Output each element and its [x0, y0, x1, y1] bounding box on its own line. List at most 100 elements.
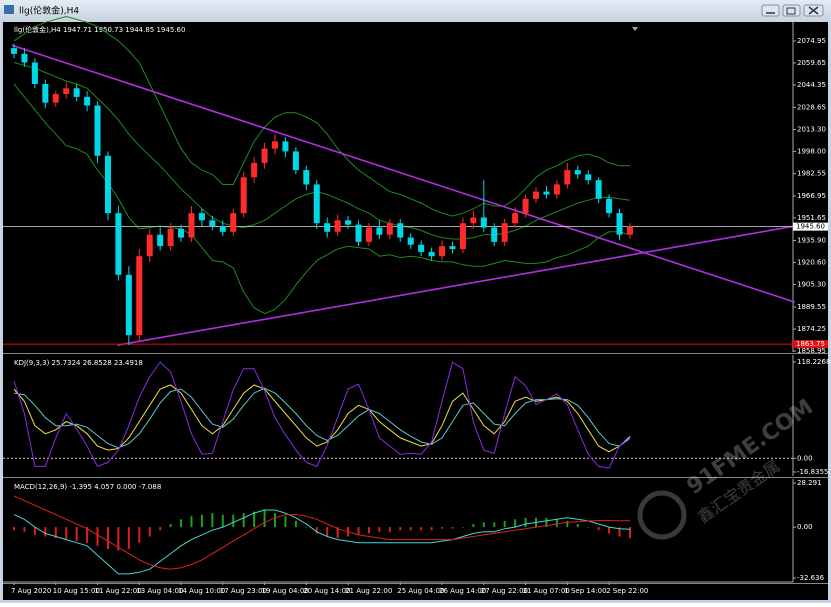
candle-body [21, 53, 28, 63]
y-tick-label: 1998.00 [797, 147, 826, 155]
y-tick-label: 1874.25 [797, 325, 826, 333]
candle-body [355, 224, 362, 242]
candle-body [428, 251, 435, 257]
histogram-bar [117, 527, 120, 551]
candle-body [564, 170, 571, 185]
candle-body [386, 223, 393, 235]
histogram-bar [263, 509, 266, 528]
x-tick-label: 20 Aug 14:00 [303, 587, 350, 595]
y-tick-label: -32.636 [797, 574, 825, 582]
candle-body [230, 213, 237, 232]
x-tick-label: 2 Sep 22:00 [606, 587, 648, 595]
histogram-bar [587, 527, 590, 528]
x-tick-label: 11 Aug 22:00 [95, 587, 142, 595]
x-tick-label: 13 Aug 04:00 [136, 587, 183, 595]
y-tick-label: -16.8355 [797, 468, 828, 476]
candle-body [533, 191, 539, 199]
x-tick-label: 25 Aug 04:00 [397, 587, 444, 595]
y-tick-label: 1982.55 [797, 170, 826, 178]
candle-body [73, 88, 80, 97]
y-tick-label: 0.00 [797, 454, 813, 462]
histogram-bar [566, 520, 569, 528]
y-tick-label: 0.00 [797, 523, 813, 531]
candle-body [418, 244, 425, 252]
histogram-bar [305, 527, 308, 528]
candle-body [292, 151, 299, 171]
y-tick-label: 2044.35 [797, 81, 826, 89]
candle-body [616, 213, 623, 235]
indicator-line [13, 15, 630, 217]
histogram-bar [211, 513, 214, 528]
histogram-bar [33, 527, 36, 535]
candle-body [261, 148, 268, 163]
histogram-bar [75, 527, 78, 542]
trend-line [117, 225, 796, 346]
candle-body [397, 223, 404, 238]
candle-body [178, 228, 185, 238]
candle-body [365, 227, 372, 242]
histogram-bar [524, 517, 527, 528]
x-tick-label: 19 Aug 04:00 [262, 587, 309, 595]
histogram-bar [336, 527, 339, 539]
candle-body [501, 223, 508, 242]
y-tick-label: 118.2268 [797, 358, 830, 366]
y-tick-label: 1935.90 [797, 237, 826, 245]
histogram-bar [159, 527, 162, 531]
y-tick-label: 2013.30 [797, 125, 826, 133]
panel-title: MACD(12,26,9) -1.395 4.057 0.000 -7.088 [14, 483, 161, 491]
x-tick-label: 17 Aug 23:00 [220, 587, 267, 595]
candle-body [146, 234, 153, 257]
histogram-bar [180, 519, 183, 528]
candle-body [313, 184, 320, 224]
panel-title: KDJ(9,3,3) 25.7324 26.8528 23.4918 [14, 359, 143, 367]
title-bar [0, 0, 831, 20]
x-tick-label: 7 Aug 2020 [11, 587, 51, 595]
candle-body [63, 88, 70, 95]
histogram-bar [169, 523, 172, 528]
candle-body [585, 174, 592, 181]
histogram-bar [23, 527, 26, 532]
histogram-bar [514, 519, 517, 528]
candle-body [334, 220, 341, 232]
candle-body [324, 223, 331, 232]
candle-body [209, 220, 216, 227]
histogram-bar [221, 514, 224, 528]
histogram-bar [13, 527, 15, 531]
candle-body [31, 62, 38, 84]
candle-body [606, 198, 613, 214]
minimize-button[interactable] [761, 4, 780, 17]
histogram-bar [54, 527, 57, 539]
candle-body [157, 234, 164, 247]
candle-body [543, 191, 550, 195]
candle-body [376, 227, 383, 235]
candle-body [522, 198, 529, 214]
histogram-bar [555, 519, 558, 528]
histogram-bar [253, 511, 256, 528]
y-tick-label: 28.291 [797, 479, 822, 487]
candle-body [407, 237, 414, 245]
histogram-bar [399, 527, 402, 531]
candle-body [553, 184, 560, 195]
candle-body [125, 274, 132, 336]
histogram-bar [618, 527, 621, 537]
y-tick-label: 1966.95 [797, 192, 826, 200]
histogram-bar [409, 527, 412, 531]
histogram-bar [138, 527, 141, 543]
histogram-bar [628, 527, 631, 539]
y-tick-label: 2074.95 [797, 37, 826, 45]
candle-body [219, 226, 226, 232]
histogram-bar [242, 513, 245, 528]
histogram-bar [326, 527, 329, 537]
histogram-bar [315, 527, 318, 534]
candle-body [11, 48, 17, 54]
x-tick-label: 10 Aug 15:00 [53, 587, 100, 595]
histogram-bar [127, 527, 130, 549]
candle-body [94, 105, 101, 156]
histogram-bar [294, 520, 297, 528]
histogram-bar [65, 527, 68, 540]
histogram-bar [482, 522, 485, 528]
histogram-bar [148, 527, 151, 537]
histogram-bar [461, 527, 464, 528]
candle-body [480, 217, 487, 228]
last-price-label: 1945.60 [796, 223, 825, 231]
